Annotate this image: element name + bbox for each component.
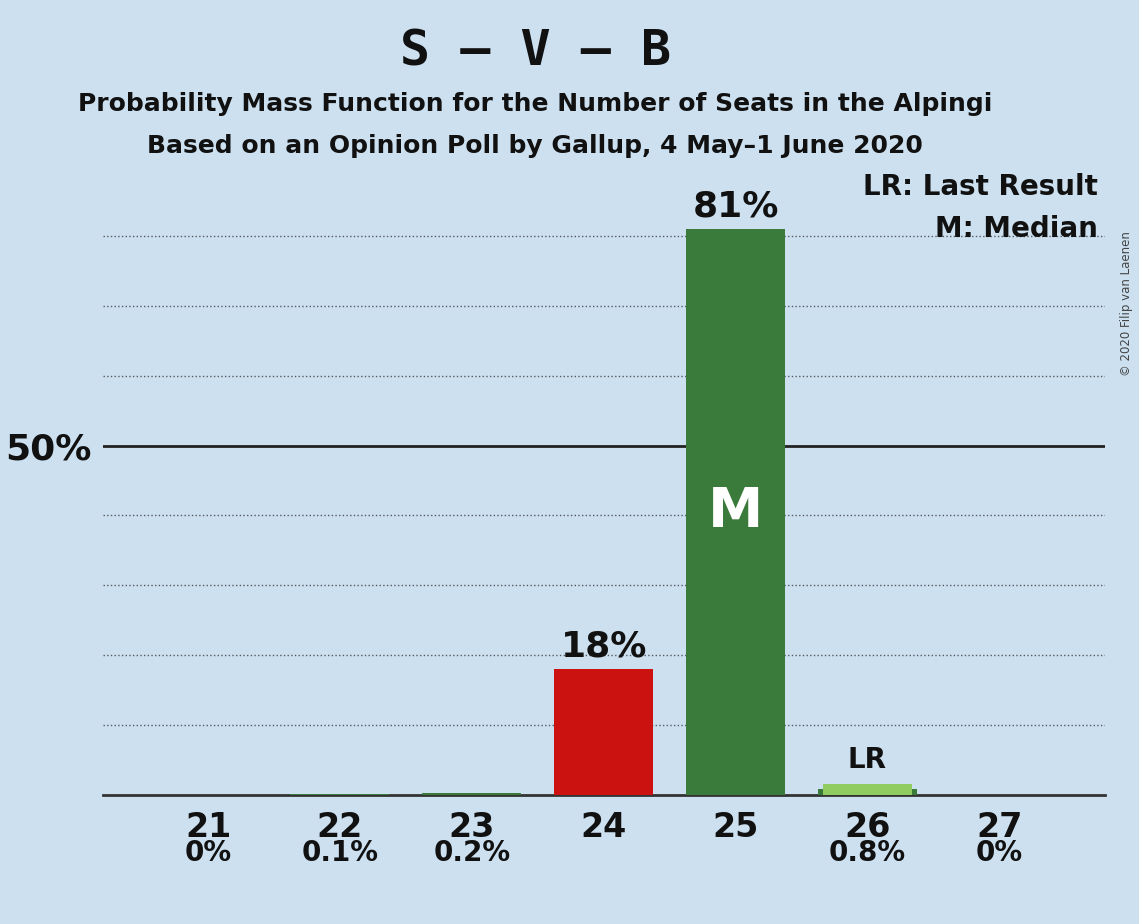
Text: 81%: 81% xyxy=(693,189,779,224)
Text: M: Median: M: Median xyxy=(935,215,1098,243)
Text: 0.1%: 0.1% xyxy=(302,839,378,867)
Text: 0%: 0% xyxy=(185,839,231,867)
Text: 0%: 0% xyxy=(976,839,1023,867)
Text: LR: Last Result: LR: Last Result xyxy=(863,174,1098,201)
Text: © 2020 Filip van Laenen: © 2020 Filip van Laenen xyxy=(1121,231,1133,376)
Text: LR: LR xyxy=(847,746,887,773)
Text: Probability Mass Function for the Number of Seats in the Alpingi: Probability Mass Function for the Number… xyxy=(79,92,992,116)
Text: 0.2%: 0.2% xyxy=(433,839,510,867)
Text: M: M xyxy=(708,485,763,539)
Bar xyxy=(822,784,912,795)
Bar xyxy=(686,229,785,795)
Bar xyxy=(555,669,653,795)
Text: S – V – B: S – V – B xyxy=(400,28,671,76)
Bar xyxy=(818,789,917,795)
Text: Based on an Opinion Poll by Gallup, 4 May–1 June 2020: Based on an Opinion Poll by Gallup, 4 Ma… xyxy=(147,134,924,158)
Text: 0.8%: 0.8% xyxy=(829,839,906,867)
Text: 18%: 18% xyxy=(560,629,647,663)
Bar xyxy=(423,793,522,795)
